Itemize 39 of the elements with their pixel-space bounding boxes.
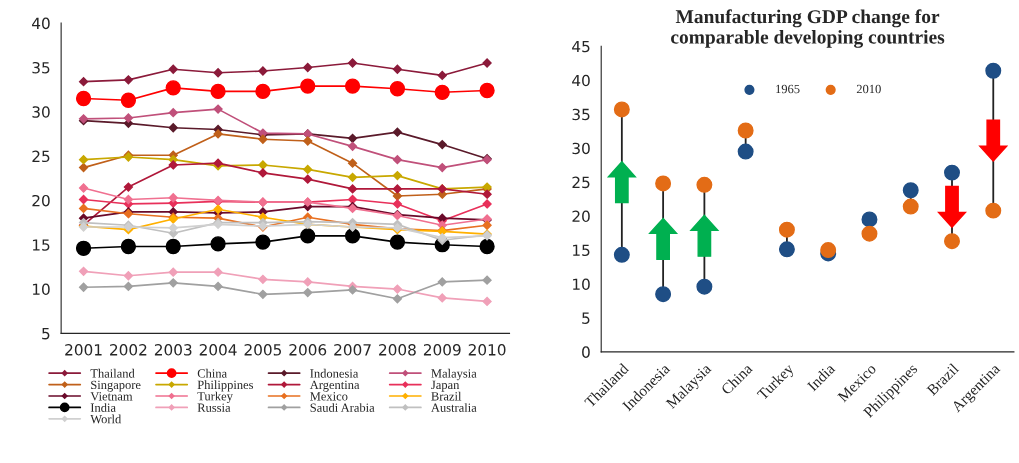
y-tick-label: 5	[42, 328, 50, 340]
y-tick-label: 15	[32, 239, 50, 251]
legend-label: World	[90, 414, 122, 424]
legend-label: Singapore	[91, 380, 141, 392]
legend-label: 2010	[856, 84, 881, 94]
y-tick-label: 15	[573, 244, 590, 257]
legend-label: Japan	[431, 380, 460, 392]
x-tick-label: 2010	[468, 344, 506, 356]
y-tick-label: 40	[32, 17, 50, 30]
y-tick-label: 10	[32, 283, 50, 296]
chart-title: Manufacturing GDP change for comparable developing countries	[671, 9, 945, 48]
x-tick-label: 2007	[334, 344, 371, 356]
x-tick-label: India	[806, 362, 836, 392]
y-tick-label: 20	[32, 194, 50, 207]
y-tick-label: 0	[582, 346, 590, 358]
y-tick-label: 20	[572, 210, 590, 223]
x-tick-label: 2001	[65, 344, 102, 356]
y-tick-label: 35	[572, 108, 590, 121]
legend-label: Russia	[197, 403, 231, 412]
y-tick-label: 25	[572, 176, 590, 189]
y-tick-label: 45	[572, 40, 590, 53]
x-tick-label: 2009	[423, 344, 461, 356]
legend-label: 1965	[776, 84, 800, 94]
y-tick-label: 10	[573, 278, 590, 290]
y-tick-label: 30	[572, 142, 590, 155]
x-tick-label: 2004	[199, 344, 237, 356]
x-tick-label: 2008	[379, 344, 416, 356]
y-tick-label: 25	[32, 150, 50, 163]
x-tick-label: 2002	[110, 344, 147, 356]
y-tick-label: 5	[582, 312, 590, 324]
y-tick-label: 40	[572, 74, 590, 87]
legend-label: Saudi Arabia	[310, 403, 375, 412]
legend-label: Australia	[431, 403, 477, 412]
x-tick-label: 2003	[154, 344, 192, 356]
x-tick-label: 2006	[289, 344, 327, 356]
legend-label: Vietnam	[90, 392, 133, 401]
x-tick-label: 2005	[244, 344, 282, 356]
y-tick-label: 30	[32, 106, 50, 118]
y-tick-label: 35	[32, 61, 50, 74]
